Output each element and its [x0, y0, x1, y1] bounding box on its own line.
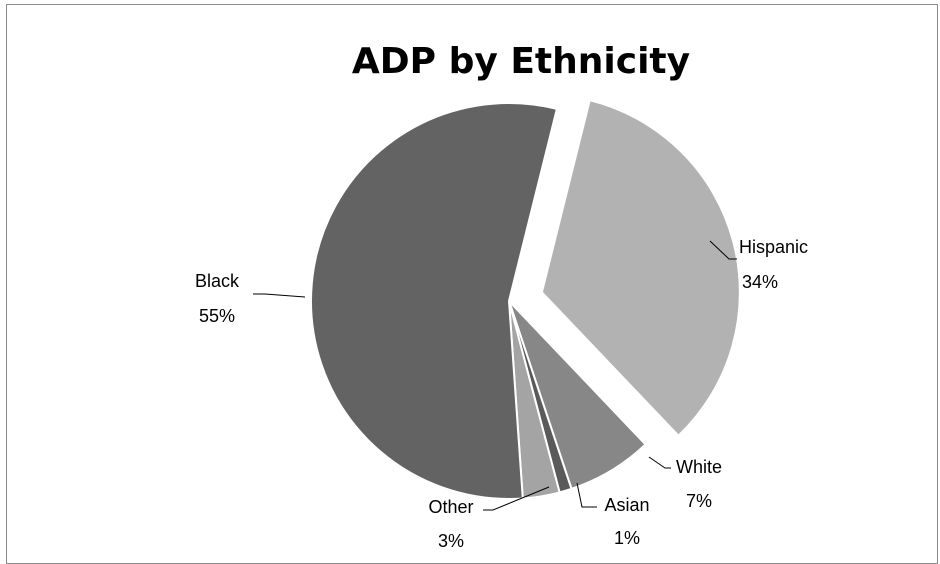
- leader-line-other: [483, 486, 550, 511]
- chart-title: ADP by Ethnicity: [352, 41, 690, 82]
- leader-line-asian: [576, 482, 597, 508]
- chart-area: ADP by Ethnicity Hispanic 34% White 7% Asian…: [6, 4, 938, 564]
- leader-line-hispanic: [709, 240, 737, 260]
- slice-label-other: Other: [428, 497, 473, 517]
- leader-lines: [253, 240, 737, 511]
- leader-line-black: [253, 293, 306, 298]
- pie-slices: [310, 98, 741, 500]
- slice-percent-white: 7%: [686, 491, 712, 511]
- slice-label-black: Black: [195, 271, 240, 291]
- slice-percent-black: 55%: [199, 306, 235, 326]
- pie-slice-black: [310, 102, 559, 500]
- data-labels: Hispanic 34% White 7% Asian 1% Other 3% Black 55%: [195, 237, 808, 551]
- slice-percent-other: 3%: [438, 531, 464, 551]
- pie-chart: ADP by Ethnicity Hispanic 34% White 7% Asian…: [195, 41, 808, 551]
- slice-label-hispanic: Hispanic: [739, 237, 808, 257]
- slice-label-asian: Asian: [604, 495, 649, 515]
- slice-label-white: White: [676, 457, 722, 477]
- leader-line-white: [648, 456, 671, 469]
- slice-percent-asian: 1%: [614, 528, 640, 548]
- slice-percent-hispanic: 34%: [742, 272, 778, 292]
- pie-slice-hispanic: [540, 98, 741, 438]
